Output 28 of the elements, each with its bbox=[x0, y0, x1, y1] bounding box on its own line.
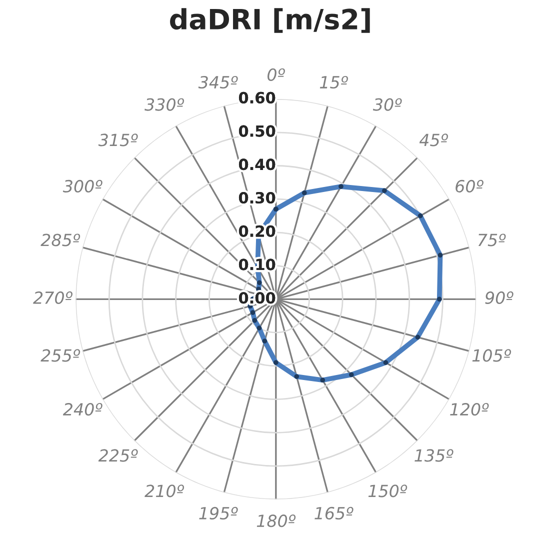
spoke-label: 60º bbox=[456, 180, 484, 192]
spoke-label: 135º bbox=[414, 449, 454, 462]
chart-title: daDRI [m/s2] bbox=[170, 8, 370, 33]
spoke-label: 90º bbox=[485, 291, 514, 304]
spoke-label: 30º bbox=[372, 98, 402, 111]
y-tick-label: 0.00 bbox=[238, 292, 276, 304]
spoke-label: 210º bbox=[144, 484, 184, 498]
spoke-label: 315º bbox=[98, 134, 138, 146]
spoke-label: 300º bbox=[62, 180, 102, 192]
spoke-label: 0º bbox=[268, 68, 285, 81]
spoke-label: 75º bbox=[478, 234, 506, 246]
spoke-label: 15º bbox=[320, 76, 348, 89]
spoke-label: 120º bbox=[450, 402, 489, 416]
y-tick-label: 0.60 bbox=[238, 92, 276, 104]
spoke-label: 150º bbox=[368, 484, 408, 498]
spoke-label: 105º bbox=[472, 349, 512, 362]
spoke-label: 270º bbox=[33, 291, 72, 304]
spoke-label: 195º bbox=[199, 506, 238, 520]
spoke-label: 285º bbox=[40, 234, 80, 246]
spoke-label: 180º bbox=[256, 514, 296, 528]
spoke-label: 255º bbox=[40, 349, 80, 362]
spoke-label: 165º bbox=[314, 506, 354, 520]
spoke-label: 330º bbox=[144, 98, 184, 111]
spoke-label: 240º bbox=[62, 402, 102, 416]
spoke-label: 345º bbox=[198, 76, 238, 89]
spoke-label: 45º bbox=[419, 134, 448, 146]
spoke-label: 225º bbox=[98, 449, 138, 462]
y-tick-label: 0.50 bbox=[238, 125, 276, 137]
